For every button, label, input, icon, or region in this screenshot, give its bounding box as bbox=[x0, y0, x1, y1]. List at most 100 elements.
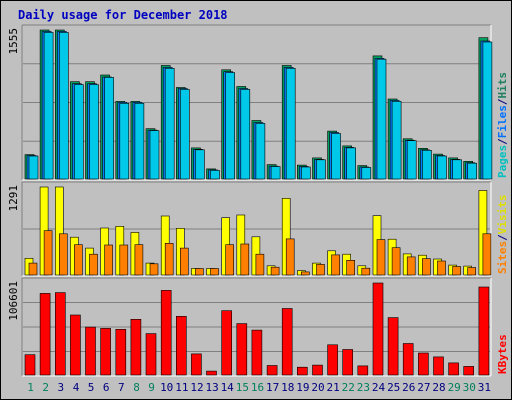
bar-pages-day-14 bbox=[225, 72, 235, 180]
bar-kbytes-day-1 bbox=[24, 354, 36, 376]
bar-pages-day-27 bbox=[422, 150, 432, 180]
panel-max-label: 1291 bbox=[7, 185, 20, 212]
bar-sites-day-27 bbox=[422, 258, 431, 276]
x-tick-label-day-29: 29 bbox=[448, 381, 461, 394]
bar-sites-day-31 bbox=[482, 233, 492, 276]
bar-sites-day-20 bbox=[316, 264, 325, 276]
x-axis-day-labels: 1 2 3 4 5 6 7 8 9 10 11 12 13 14 15 16 17 18 19 20 21 22 23 24 2… bbox=[27, 381, 491, 394]
legend-item: Sites bbox=[496, 241, 509, 274]
x-tick-label-day-20: 20 bbox=[311, 381, 324, 394]
x-tick-label-day-19: 19 bbox=[296, 381, 309, 394]
x-tick-label-day-10: 10 bbox=[160, 381, 173, 394]
bar-sites-day-7 bbox=[119, 244, 129, 276]
bar-kbytes-day-20 bbox=[312, 364, 323, 376]
bar-kbytes-day-17 bbox=[266, 365, 278, 376]
bar-pages-day-31 bbox=[482, 41, 493, 180]
hits-panel: 1555 Pages/Files/Hits bbox=[7, 24, 509, 181]
bar-kbytes-day-19 bbox=[296, 366, 308, 376]
bar-pages-day-15 bbox=[240, 89, 251, 180]
panel-max-label: 106601 bbox=[7, 281, 20, 321]
bar-kbytes-day-5 bbox=[85, 326, 96, 376]
bar-sites-day-18 bbox=[285, 238, 295, 276]
series-pages bbox=[28, 32, 493, 180]
bar-pages-day-5 bbox=[89, 84, 99, 180]
x-tick-label-day-25: 25 bbox=[387, 381, 400, 394]
bar-sites-day-23 bbox=[361, 267, 371, 276]
bar-pages-day-25 bbox=[391, 101, 402, 180]
bar-kbytes-day-13 bbox=[206, 370, 217, 376]
bar-pages-day-18 bbox=[285, 68, 296, 180]
legend-item: / bbox=[496, 234, 509, 241]
x-tick-label-day-15: 15 bbox=[236, 381, 249, 394]
bar-kbytes-day-24 bbox=[372, 282, 384, 376]
bar-pages-day-6 bbox=[104, 77, 114, 180]
bar-pages-day-1 bbox=[28, 155, 39, 180]
bar-pages-day-8 bbox=[134, 103, 145, 180]
x-tick-label-day-7: 7 bbox=[118, 381, 125, 394]
bar-sites-day-5 bbox=[89, 253, 98, 276]
bar-sites-day-10 bbox=[164, 243, 174, 276]
bar-sites-day-13 bbox=[210, 268, 219, 276]
x-tick-label-day-11: 11 bbox=[175, 381, 188, 394]
bar-kbytes-day-18 bbox=[281, 308, 293, 376]
bar-sites-day-4 bbox=[74, 244, 83, 276]
bar-kbytes-day-16 bbox=[251, 329, 263, 376]
bar-sites-day-22 bbox=[346, 259, 356, 276]
bar-pages-day-3 bbox=[58, 32, 69, 180]
x-tick-label-day-28: 28 bbox=[432, 381, 445, 394]
bar-pages-day-23 bbox=[361, 167, 372, 180]
bar-pages-day-12 bbox=[195, 149, 205, 180]
bar-kbytes-day-2 bbox=[39, 293, 51, 376]
bar-sites-day-15 bbox=[240, 243, 250, 276]
x-tick-label-day-6: 6 bbox=[103, 381, 110, 394]
legend-item: Hits bbox=[496, 72, 509, 99]
legend-item: / bbox=[496, 98, 509, 105]
legend-item: KBytes bbox=[496, 334, 509, 374]
panel-legend: Pages/Files/Hits bbox=[496, 72, 509, 178]
bar-kbytes-day-10 bbox=[160, 290, 172, 376]
bar-sites-day-30 bbox=[467, 267, 477, 276]
bar-sites-day-2 bbox=[43, 230, 53, 276]
x-tick-label-day-3: 3 bbox=[57, 381, 64, 394]
x-tick-label-day-22: 22 bbox=[342, 381, 355, 394]
bar-pages-day-24 bbox=[376, 58, 387, 180]
bar-pages-day-21 bbox=[331, 133, 341, 180]
x-tick-label-day-18: 18 bbox=[281, 381, 294, 394]
bar-sites-day-14 bbox=[225, 244, 234, 276]
panel-max-label: 1555 bbox=[7, 28, 20, 55]
bar-sites-day-21 bbox=[331, 254, 340, 276]
bar-pages-day-19 bbox=[300, 166, 311, 180]
x-tick-label-day-12: 12 bbox=[190, 381, 203, 394]
bar-sites-day-8 bbox=[134, 244, 144, 276]
bar-pages-day-10 bbox=[164, 68, 175, 180]
bar-kbytes-day-23 bbox=[357, 365, 369, 376]
kbytes-panel: 106601 KBytes bbox=[7, 277, 509, 377]
bar-kbytes-day-9 bbox=[145, 333, 157, 376]
bar-kbytes-day-14 bbox=[221, 310, 232, 376]
bar-sites-day-9 bbox=[149, 263, 159, 276]
bar-sites-day-6 bbox=[104, 244, 113, 276]
bar-pages-day-16 bbox=[255, 123, 266, 180]
bar-kbytes-day-4 bbox=[70, 314, 81, 376]
bar-pages-day-9 bbox=[149, 130, 160, 180]
bar-sites-day-17 bbox=[270, 266, 280, 276]
x-tick-label-day-1: 1 bbox=[27, 381, 34, 394]
bar-kbytes-day-25 bbox=[387, 317, 399, 376]
chart-title: Daily usage for December 2018 bbox=[18, 8, 228, 22]
bar-pages-day-17 bbox=[270, 166, 281, 180]
bar-kbytes-day-15 bbox=[236, 323, 248, 376]
bar-kbytes-day-6 bbox=[100, 328, 111, 376]
chart-panels: 1555Pages/Files/Hits1291Sites/Visits1066… bbox=[7, 24, 509, 377]
bar-sites-day-3 bbox=[58, 233, 68, 276]
bar-kbytes-day-28 bbox=[433, 356, 444, 376]
x-tick-label-day-23: 23 bbox=[357, 381, 370, 394]
bar-pages-day-20 bbox=[316, 159, 326, 180]
x-tick-label-day-5: 5 bbox=[88, 381, 95, 394]
x-tick-label-day-27: 27 bbox=[417, 381, 430, 394]
x-tick-label-day-13: 13 bbox=[205, 381, 218, 394]
bar-sites-day-19 bbox=[300, 271, 310, 276]
bar-sites-day-11 bbox=[180, 247, 189, 276]
x-tick-label-day-31: 31 bbox=[478, 381, 491, 394]
x-tick-label-day-2: 2 bbox=[42, 381, 49, 394]
bar-sites-day-1 bbox=[28, 262, 38, 276]
